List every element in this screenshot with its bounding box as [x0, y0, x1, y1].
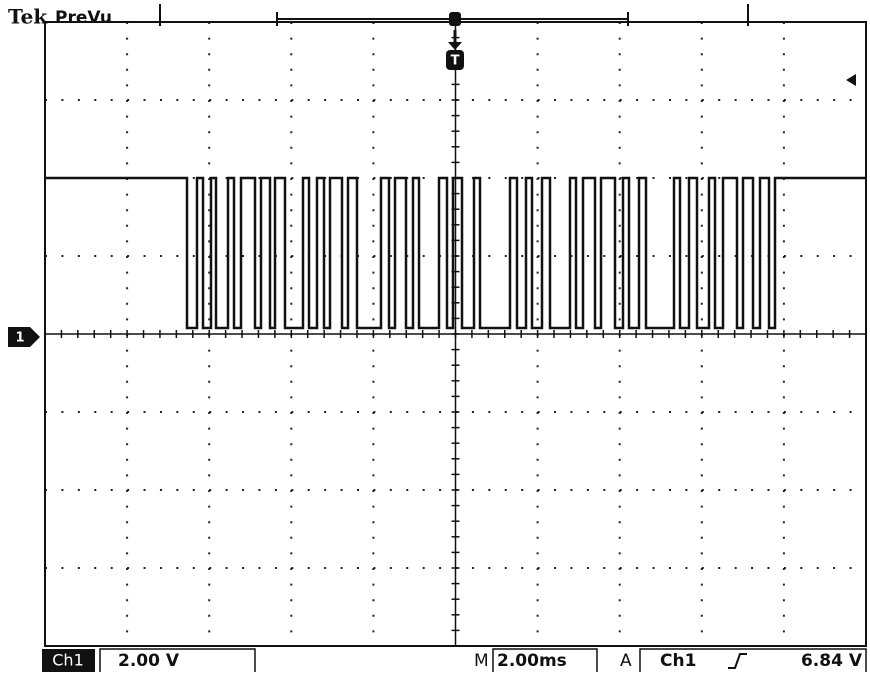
trigger-marker: T	[451, 54, 460, 69]
trigger-source: Ch1	[660, 651, 696, 671]
brand: Tek	[8, 5, 48, 29]
channel: Ch1	[52, 651, 84, 670]
ground-marker: 1	[15, 331, 24, 346]
timebase: 2.00ms	[497, 651, 567, 671]
background	[0, 0, 870, 674]
trigger-mode: A	[620, 651, 632, 671]
page: Tek PreVu T 1 Ch1 2.00 V M 2.00ms A Ch1 …	[0, 0, 870, 674]
time-prefix: M	[474, 651, 489, 671]
trigger-level: 6.84 V	[801, 651, 863, 671]
scale: 2.00 V	[118, 651, 180, 671]
oscilloscope-screen: Tek PreVu T 1 Ch1 2.00 V M 2.00ms A Ch1 …	[0, 0, 870, 674]
mode: PreVu	[55, 8, 112, 28]
